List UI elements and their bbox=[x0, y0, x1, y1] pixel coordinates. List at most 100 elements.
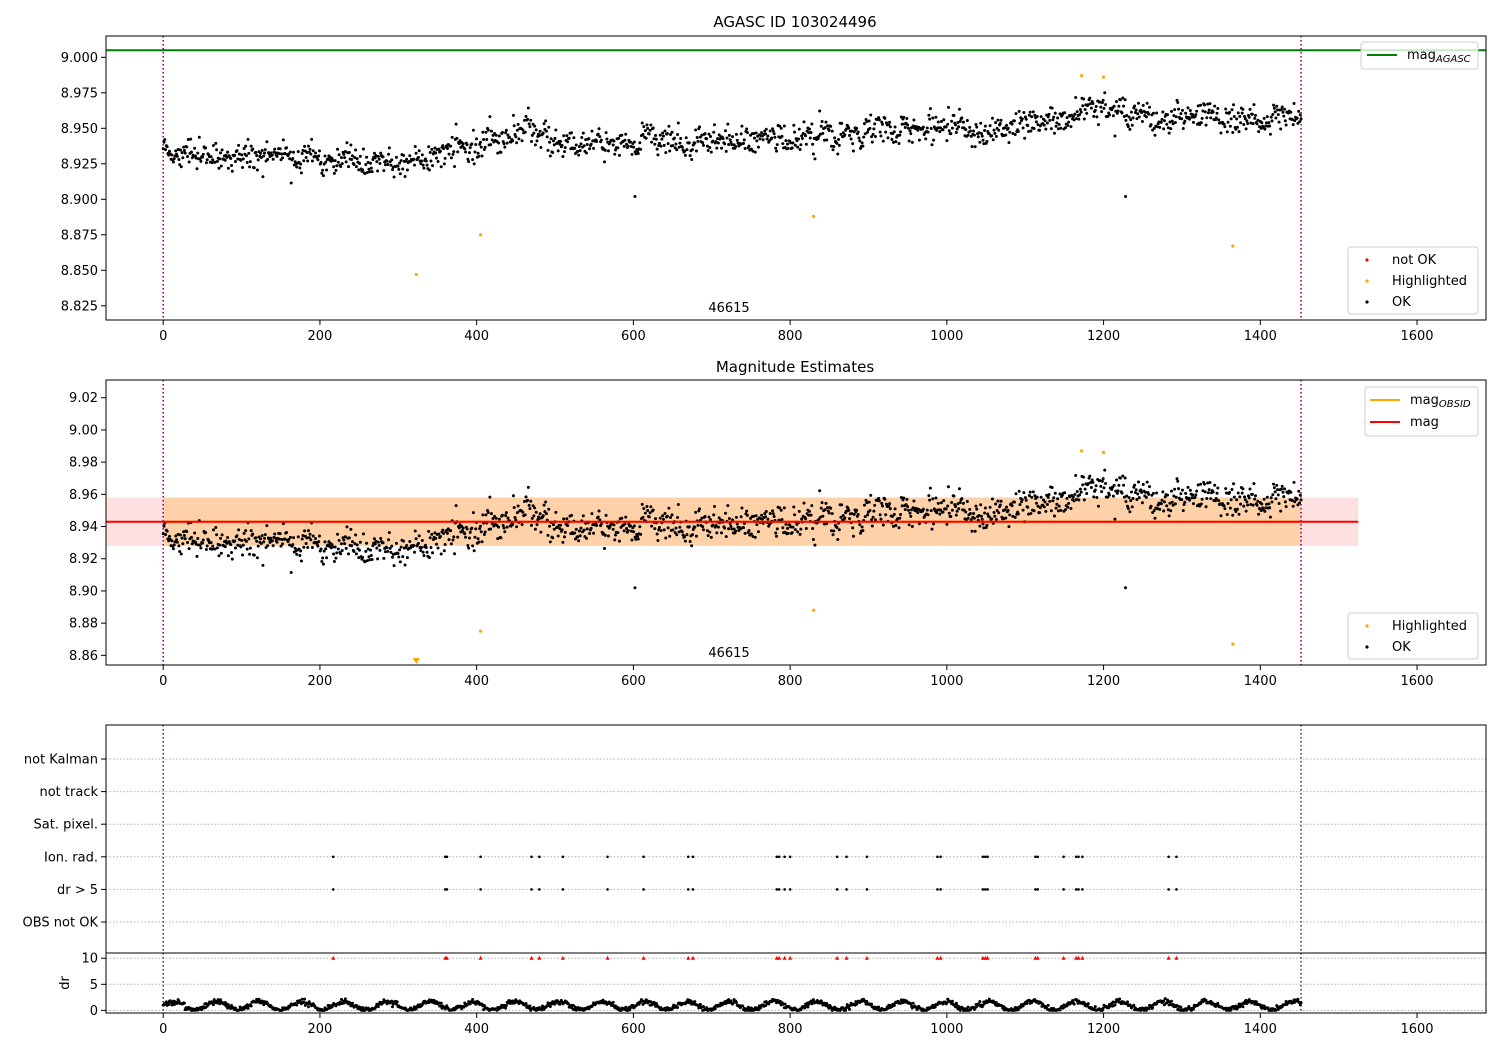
ok-point bbox=[1276, 493, 1280, 497]
ok-point bbox=[900, 504, 904, 508]
ok-point bbox=[789, 525, 793, 529]
ok-point bbox=[363, 560, 367, 564]
ok-point bbox=[852, 512, 856, 516]
ok-point bbox=[401, 555, 405, 559]
ok-point bbox=[656, 539, 660, 543]
ok-point bbox=[1172, 494, 1176, 498]
dr-point bbox=[966, 1005, 970, 1009]
ok-point bbox=[301, 534, 305, 538]
ok-point bbox=[862, 503, 866, 507]
ok-point bbox=[355, 157, 359, 161]
ok-point bbox=[474, 143, 478, 147]
magnitude-estimates-panel: Magnitude Estimates 0 200 400 600 800 1000 120… bbox=[69, 358, 1487, 689]
ok-point bbox=[1018, 121, 1022, 125]
ok-point bbox=[833, 136, 837, 140]
ok-point bbox=[599, 138, 603, 142]
ok-point bbox=[652, 137, 656, 141]
ok-point bbox=[538, 129, 542, 133]
dr-point bbox=[175, 1001, 179, 1005]
ok-point bbox=[1043, 500, 1047, 504]
ok-point bbox=[977, 131, 981, 135]
ok-point bbox=[745, 513, 749, 517]
ok-point bbox=[201, 538, 205, 542]
ok-point bbox=[1120, 111, 1124, 115]
highlighted-point bbox=[1080, 74, 1084, 78]
ok-point bbox=[420, 159, 424, 163]
ok-point bbox=[248, 160, 252, 164]
ok-point bbox=[1054, 124, 1058, 128]
ok-point bbox=[344, 160, 348, 164]
ok-point bbox=[176, 532, 180, 536]
ok-point bbox=[585, 143, 589, 147]
ok-point bbox=[1206, 491, 1210, 495]
ok-point bbox=[678, 141, 682, 145]
ok-point bbox=[436, 159, 440, 163]
ok-point bbox=[869, 493, 873, 497]
flag-point-ion-rad bbox=[479, 855, 482, 859]
ok-point bbox=[246, 137, 250, 141]
ok-point bbox=[932, 138, 936, 142]
ok-point bbox=[807, 513, 811, 517]
ok-point bbox=[283, 537, 287, 541]
ok-point bbox=[361, 532, 365, 536]
flag-point-dr bbox=[538, 888, 541, 891]
ok-point bbox=[387, 538, 391, 542]
ok-point bbox=[256, 544, 260, 548]
ok-point bbox=[252, 553, 256, 557]
ok-point bbox=[237, 528, 241, 532]
ok-point bbox=[350, 157, 354, 161]
ok-point bbox=[182, 534, 186, 538]
ok-point bbox=[1104, 103, 1108, 107]
ok-point bbox=[296, 535, 300, 539]
ok-point bbox=[1252, 103, 1256, 107]
dr-flag-marker bbox=[1166, 955, 1171, 960]
ok-point bbox=[745, 509, 749, 513]
ok-point bbox=[200, 155, 204, 159]
ok-point bbox=[307, 536, 311, 540]
ok-point bbox=[780, 134, 784, 138]
legend-label-not-ok: not OK bbox=[1392, 253, 1437, 268]
ok-point bbox=[523, 130, 527, 134]
ok-point bbox=[179, 165, 183, 169]
ok-point bbox=[570, 513, 574, 517]
ok-point bbox=[526, 117, 530, 121]
ok-point bbox=[465, 527, 469, 531]
ok-point bbox=[396, 551, 400, 555]
ok-point bbox=[617, 136, 621, 140]
ok-point bbox=[700, 516, 704, 520]
ok-point bbox=[690, 157, 694, 161]
ok-point bbox=[734, 515, 738, 519]
dr-point bbox=[262, 1003, 266, 1007]
ok-point bbox=[620, 516, 624, 520]
ok-point bbox=[1020, 117, 1024, 121]
ok-point bbox=[189, 137, 193, 141]
ok-point bbox=[676, 121, 680, 125]
ok-point bbox=[364, 549, 368, 553]
ok-point bbox=[888, 125, 892, 129]
ok-point bbox=[334, 168, 338, 172]
ok-point bbox=[563, 530, 567, 534]
ok-point bbox=[629, 529, 633, 533]
ok-point bbox=[663, 512, 667, 516]
ok-point bbox=[215, 533, 219, 537]
dr-flag-marker bbox=[1080, 955, 1085, 960]
ok-point bbox=[339, 552, 343, 556]
ok-point bbox=[1075, 489, 1079, 493]
ok-point bbox=[533, 527, 537, 531]
dr-point bbox=[524, 1001, 528, 1005]
flag-point-dr bbox=[777, 888, 781, 891]
ok-point bbox=[431, 164, 435, 168]
ok-point bbox=[1186, 485, 1190, 489]
ok-point bbox=[399, 159, 403, 163]
ok-point bbox=[215, 159, 219, 163]
dr-point bbox=[911, 1001, 915, 1005]
ok-point bbox=[870, 140, 874, 144]
ok-point bbox=[745, 127, 749, 131]
p1-ytick-label: 9.000 bbox=[61, 51, 98, 66]
ok-point bbox=[293, 160, 297, 164]
ok-point bbox=[574, 143, 578, 147]
ok-point bbox=[522, 118, 526, 122]
ok-point bbox=[305, 150, 309, 154]
dr-point bbox=[1118, 997, 1122, 1001]
ok-point bbox=[1034, 501, 1038, 505]
